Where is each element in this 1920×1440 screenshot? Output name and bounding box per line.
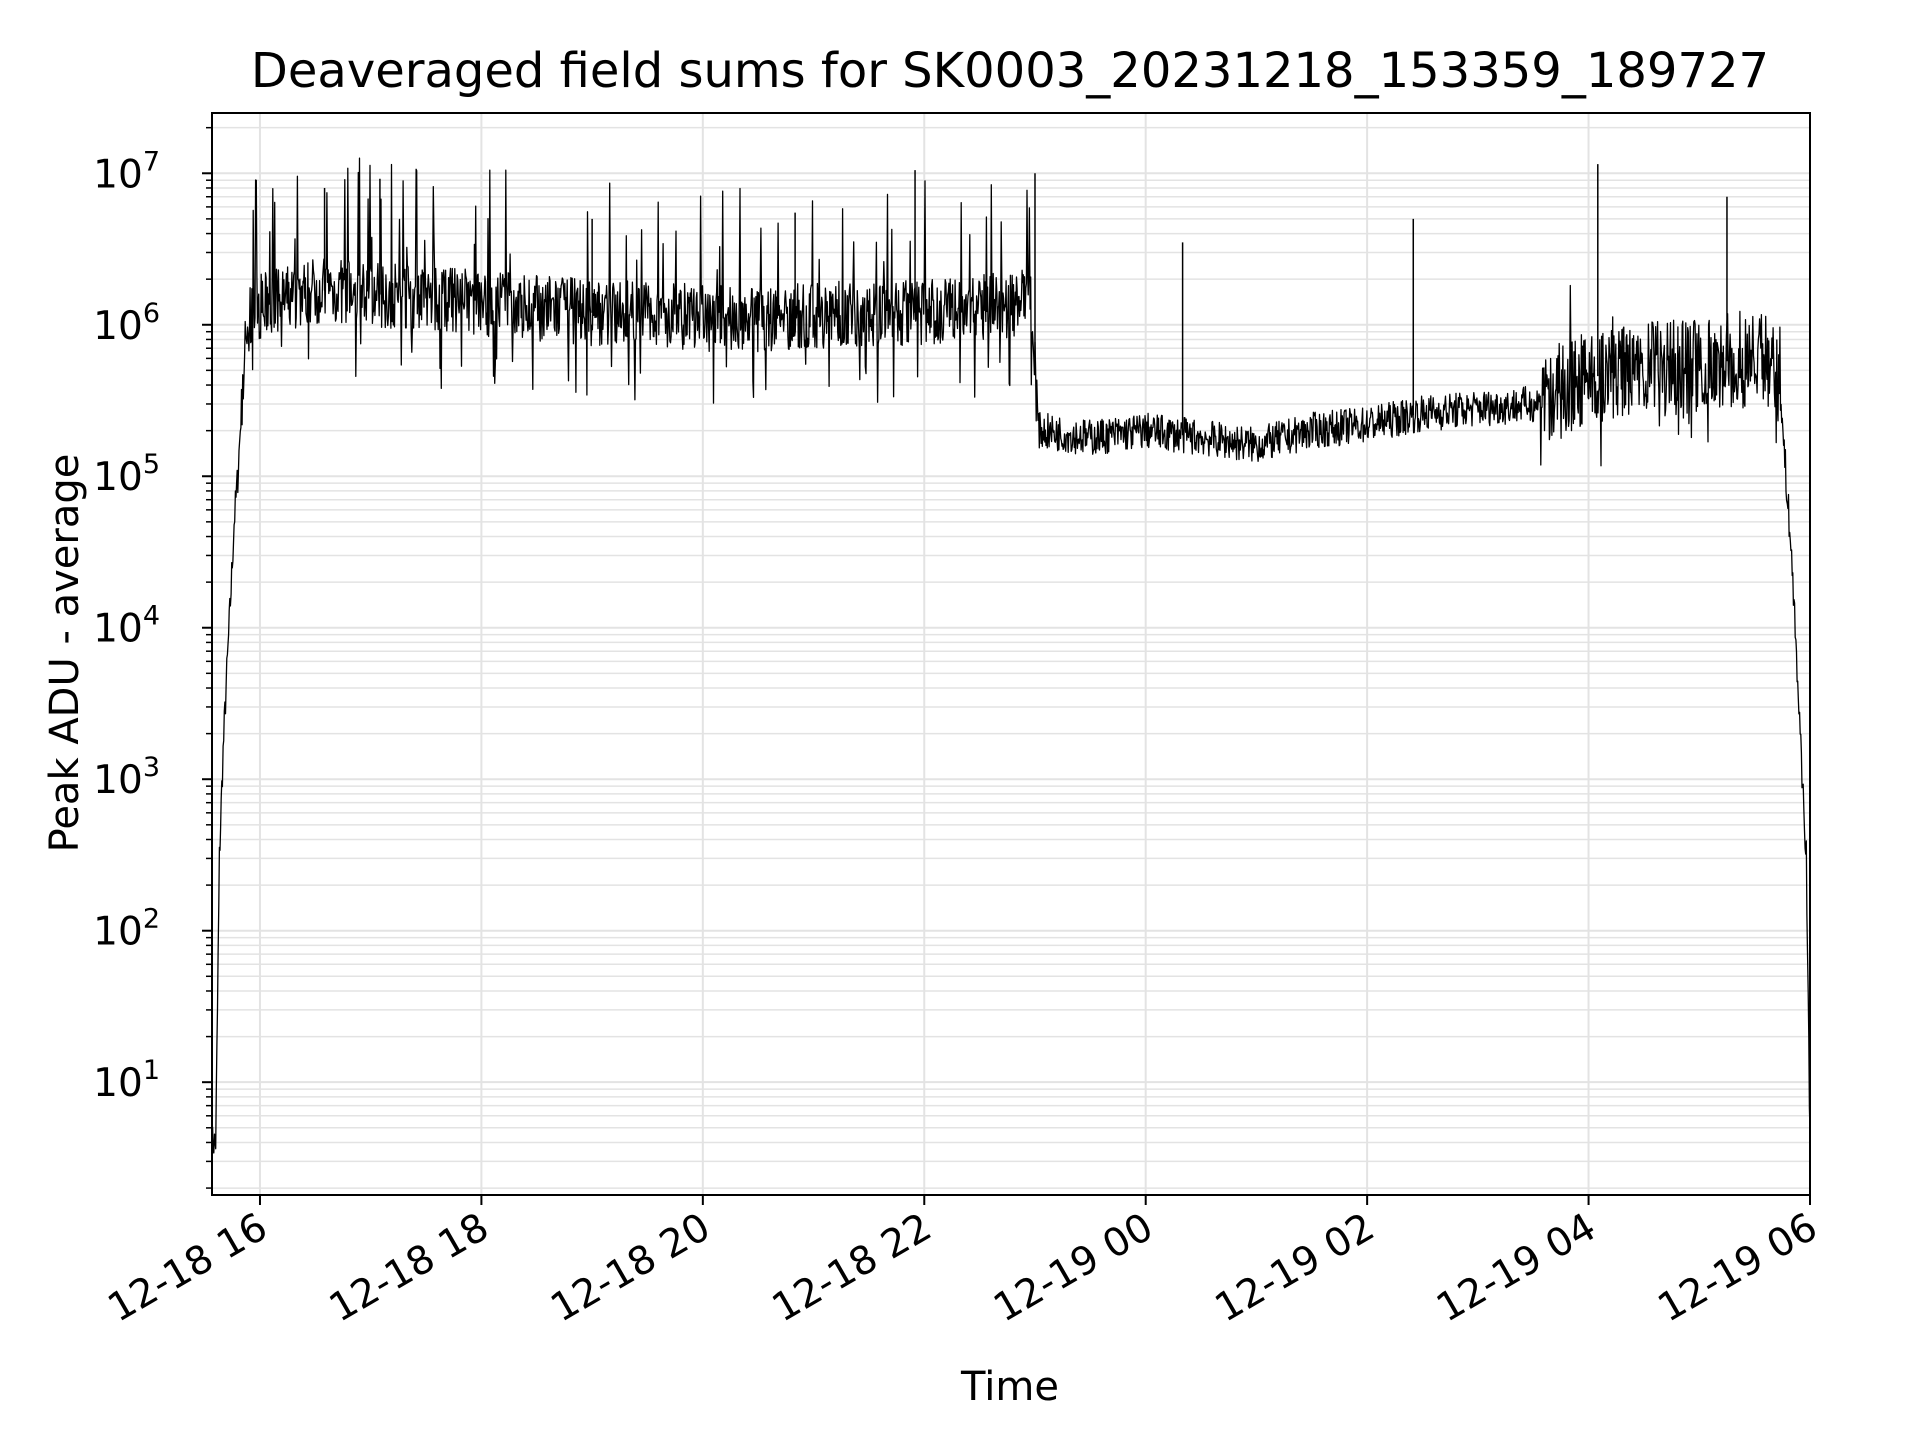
y-tick-base: 10 xyxy=(93,758,143,803)
y-tick-label: 104 xyxy=(93,601,160,652)
y-tick-exponent: 6 xyxy=(143,298,160,329)
y-tick-exponent: 2 xyxy=(143,904,160,935)
y-tick-label: 101 xyxy=(93,1055,160,1106)
y-tick-exponent: 4 xyxy=(143,601,160,632)
y-tick-label: 102 xyxy=(93,904,160,955)
plot-frame xyxy=(211,112,1811,1196)
y-tick-base: 10 xyxy=(93,455,143,500)
y-tick-label: 103 xyxy=(93,752,160,803)
y-tick-exponent: 3 xyxy=(143,752,160,783)
series-line xyxy=(211,157,1811,1161)
chart-title: Deaveraged field sums for SK0003_2023121… xyxy=(251,43,1769,99)
y-tick-label: 105 xyxy=(93,449,160,500)
y-tick-exponent: 1 xyxy=(143,1055,160,1086)
y-tick-base: 10 xyxy=(93,607,143,652)
y-tick-label: 106 xyxy=(93,298,160,349)
x-axis-label: Time xyxy=(960,1364,1059,1410)
y-tick-exponent: 7 xyxy=(143,146,160,177)
y-tick-label: 107 xyxy=(93,146,160,197)
y-axis-label: Peak ADU - average xyxy=(42,454,88,853)
y-tick-exponent: 5 xyxy=(143,449,160,480)
y-tick-base: 10 xyxy=(93,910,143,955)
y-tick-base: 10 xyxy=(93,152,143,197)
y-tick-base: 10 xyxy=(93,304,143,349)
series-trace xyxy=(211,157,1811,1161)
y-tick-base: 10 xyxy=(93,1061,143,1106)
